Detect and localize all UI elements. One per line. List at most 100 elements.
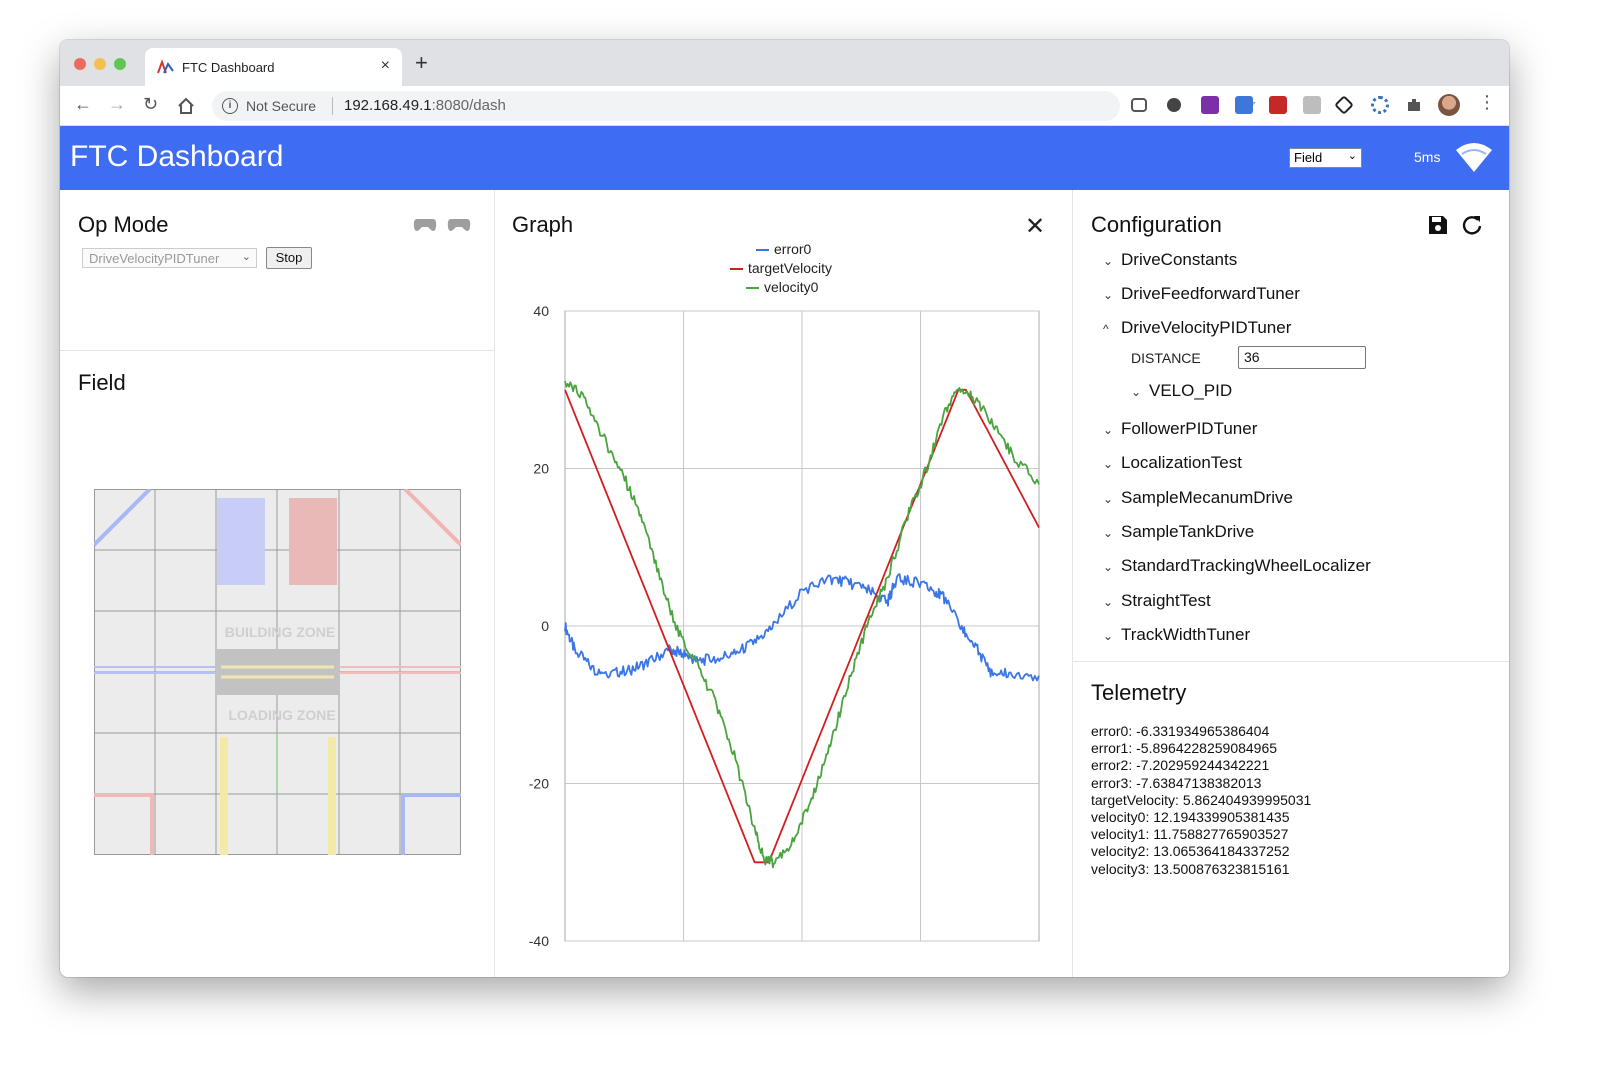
profile-avatar[interactable] <box>1438 94 1460 116</box>
config-item-velo-pid[interactable]: ⌄ VELO_PID <box>1131 381 1232 401</box>
close-window-button[interactable] <box>74 58 86 70</box>
chevron-down-icon: ⌄ <box>1103 457 1114 471</box>
tab-close-icon[interactable]: × <box>380 57 390 74</box>
gear-extension-icon[interactable] <box>1371 96 1389 114</box>
browser-tab[interactable]: FTC Dashboard × <box>145 48 402 86</box>
building-zone-label: BUILDING ZONE <box>225 624 335 640</box>
blue-depot-line <box>94 489 152 547</box>
opmode-title: Op Mode <box>78 212 169 237</box>
wifi-icon <box>1456 143 1492 172</box>
gamepad-1-icon <box>413 219 437 231</box>
telemetry-line: targetVelocity: 5.862404939995031 <box>1091 791 1312 808</box>
config-item-label: DriveFeedforwardTuner <box>1121 284 1300 303</box>
address-bar[interactable]: i Not Secure 192.168.49.1:8080/dash ☆ <box>212 91 1257 121</box>
red-extension-icon[interactable] <box>1269 96 1287 114</box>
telemetry-line: error1: -5.8964228259084965 <box>1091 740 1278 757</box>
config-item-label: TrackWidthTuner <box>1121 625 1251 644</box>
app-title: FTC Dashboard <box>70 140 284 173</box>
y-tick-label: 0 <box>541 618 549 634</box>
chevron-down-icon: ⌄ <box>1347 150 1357 162</box>
more-menu-icon[interactable]: ⋮ <box>1478 92 1496 112</box>
home-icon[interactable] <box>177 97 195 115</box>
legend-label: velocity0 <box>764 279 819 295</box>
chevron-down-icon: ⌄ <box>1103 288 1114 302</box>
blue-build-site <box>401 793 461 855</box>
url-text[interactable]: 192.168.49.1:8080/dash <box>344 97 506 114</box>
stop-button[interactable]: Stop <box>266 247 312 269</box>
config-item[interactable]: ⌄ SampleTankDrive <box>1103 522 1254 542</box>
config-item-label: DriveConstants <box>1121 250 1238 269</box>
circle-extension-icon[interactable] <box>1167 98 1181 112</box>
y-tick-label: -40 <box>529 933 549 949</box>
field-title: Field <box>78 370 126 395</box>
url-host: 192.168.49.1 <box>344 97 432 114</box>
legend-item-targetVelocity: targetVelocity <box>730 260 832 276</box>
chevron-down-icon: ⌄ <box>1103 254 1114 268</box>
back-arrow-icon[interactable]: ← <box>74 94 92 114</box>
chevron-down-icon: ⌄ <box>1103 560 1114 574</box>
pocket-extension-icon[interactable] <box>1131 98 1147 112</box>
chevron-down-icon: ⌄ <box>1103 526 1114 540</box>
legend-swatch <box>730 268 743 271</box>
tab-title: FTC Dashboard <box>182 60 275 75</box>
config-item[interactable]: ⌄ StraightTest <box>1103 591 1211 611</box>
stone-row-left <box>220 737 228 855</box>
browser-toolbar: ← → ↻ i Not Secure 192.168.49.1:8080/das… <box>60 86 1509 126</box>
y-tick-label: 20 <box>533 461 549 477</box>
distance-input[interactable]: 36 <box>1238 346 1366 369</box>
legend-item-error0: error0 <box>756 241 811 257</box>
gamepad-2-icon <box>447 219 471 231</box>
chevron-down-icon: ⌄ <box>241 251 251 263</box>
line-chart: 40 20 0 -20 -40 <box>529 303 1040 949</box>
address-separator <box>332 97 333 115</box>
config-item[interactable]: ⌄ DriveConstants <box>1103 250 1237 270</box>
panel-divider <box>60 350 495 351</box>
config-item[interactable]: ⌄ TrackWidthTuner <box>1103 625 1250 645</box>
stone-row-right <box>328 737 336 855</box>
graph-column: Graph ✕ error0 targetVelocity velocity0 … <box>495 190 1073 977</box>
url-path: :8080/dash <box>431 97 506 114</box>
blue-foundation <box>217 498 265 585</box>
telemetry-list: error0: -6.331934965386404 error1: -5.896… <box>1091 723 1311 878</box>
config-item[interactable]: ⌄ FollowerPIDTuner <box>1103 419 1257 439</box>
chevron-down-icon: ⌄ <box>1103 595 1114 609</box>
config-item[interactable]: ⌄ DriveFeedforwardTuner <box>1103 284 1300 304</box>
info-icon[interactable]: i <box>222 98 238 114</box>
refresh-icon[interactable] <box>1461 214 1483 236</box>
reload-icon[interactable]: ↻ <box>143 94 159 114</box>
series-line-error0 <box>564 573 1040 682</box>
config-item-label: SampleTankDrive <box>1121 522 1255 541</box>
opmode-select[interactable]: DriveVelocityPIDTuner ⌄ <box>82 248 257 268</box>
telemetry-line: velocity0: 12.194339905381435 <box>1091 809 1290 826</box>
chevron-down-icon: ⌄ <box>1103 423 1114 437</box>
new-tab-button[interactable]: + <box>415 50 428 75</box>
y-tick-label: -20 <box>529 776 549 792</box>
series-line-velocity0 <box>564 380 1040 869</box>
config-item[interactable]: ⌄ SampleMecanumDrive <box>1103 488 1293 508</box>
config-item-label: DriveVelocityPIDTuner <box>1121 318 1292 337</box>
forward-arrow-icon[interactable]: → <box>108 94 126 114</box>
layout-select[interactable]: Field ⌄ <box>1289 148 1362 168</box>
telemetry-line: error3: -7.63847138382013 <box>1091 774 1262 791</box>
puzzle-extensions-icon[interactable] <box>1405 96 1423 114</box>
y-tick-label: 40 <box>533 303 549 319</box>
diamond-extension-icon[interactable] <box>1334 95 1354 115</box>
blue-extension-icon[interactable] <box>1235 96 1253 114</box>
config-item[interactable]: ^ DriveVelocityPIDTuner <box>1103 318 1291 338</box>
app-header: FTC Dashboard Field ⌄ 5ms <box>60 126 1509 190</box>
chevron-up-icon: ^ <box>1103 322 1109 336</box>
save-icon[interactable] <box>1427 214 1449 236</box>
legend-swatch <box>756 249 769 252</box>
config-item-label: StandardTrackingWheelLocalizer <box>1121 556 1371 575</box>
maximize-window-button[interactable] <box>114 58 126 70</box>
telemetry-line: velocity1: 11.758827765903527 <box>1091 826 1289 843</box>
onenote-extension-icon[interactable] <box>1201 96 1219 114</box>
ftc-logo-icon <box>157 59 174 74</box>
config-item[interactable]: ⌄ LocalizationTest <box>1103 453 1242 473</box>
chevron-down-icon: ⌄ <box>1103 629 1114 643</box>
minimize-window-button[interactable] <box>94 58 106 70</box>
close-icon[interactable]: ✕ <box>1025 213 1046 240</box>
config-item[interactable]: ⌄ StandardTrackingWheelLocalizer <box>1103 556 1371 576</box>
grey-extension-icon[interactable] <box>1303 96 1321 114</box>
telemetry-line: velocity3: 13.500876323815161 <box>1091 860 1290 877</box>
